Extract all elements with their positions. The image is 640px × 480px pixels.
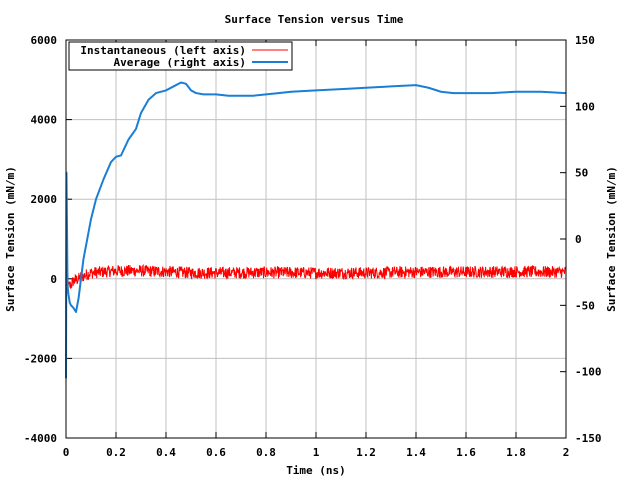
- y-left-tick-label: -4000: [24, 432, 57, 445]
- x-tick-label: 0.4: [156, 446, 176, 459]
- y-right-tick-label: -100: [575, 366, 602, 379]
- x-axis-label: Time (ns): [286, 464, 346, 477]
- y-left-tick-labels: 6000 4000 2000 0 -2000 -4000: [24, 34, 57, 445]
- y-right-tick-label: -50: [575, 299, 595, 312]
- y-left-axis-label: Surface Tension (mN/m): [4, 166, 17, 312]
- y-right-tick-labels: 150 100 50 0 -50 -100 -150: [575, 34, 602, 445]
- series-average: [65, 81, 567, 379]
- y-right-tick-label: 100: [575, 100, 595, 113]
- x-tick-label: 1: [313, 446, 320, 459]
- x-tick-label: 0.6: [206, 446, 226, 459]
- y-right-axis-label: Surface Tension (mN/m): [605, 166, 618, 312]
- x-tick-label: 1.6: [456, 446, 476, 459]
- x-tick-label: 1.4: [406, 446, 426, 459]
- plot-frame: [65, 39, 567, 439]
- legend-box: [68, 41, 293, 71]
- y-right-tick-label: 150: [575, 34, 595, 47]
- x-tick-label: 1.2: [356, 446, 376, 459]
- legend-label-instantaneous: Instantaneous (left axis): [80, 44, 246, 57]
- legend: Instantaneous (left axis) Average (right…: [68, 41, 293, 71]
- y-left-tick-label: 0: [50, 273, 57, 286]
- y-left-tick-label: 2000: [31, 193, 58, 206]
- x-tick-label: 1.8: [506, 446, 526, 459]
- chart-title: Surface Tension versus Time: [225, 13, 404, 26]
- y-right-tick-label: 0: [575, 233, 582, 246]
- series-instantaneous: [65, 263, 567, 289]
- x-tick-label: 0: [63, 446, 70, 459]
- y-left-tick-label: 6000: [31, 34, 58, 47]
- x-tick-label: 2: [563, 446, 570, 459]
- y-left-tick-label: -2000: [24, 352, 57, 365]
- y-right-tick-label: 50: [575, 167, 588, 180]
- x-tick-label: 0.2: [106, 446, 126, 459]
- x-tick-label: 0.8: [256, 446, 276, 459]
- x-tick-labels: 0 0.2 0.4 0.6 0.8 1 1.2 1.4 1.6 1.8 2: [63, 446, 570, 459]
- series-group: [65, 81, 567, 379]
- y-right-tick-label: -150: [575, 432, 602, 445]
- legend-label-average: Average (right axis): [114, 56, 246, 69]
- y-left-tick-label: 4000: [31, 114, 58, 127]
